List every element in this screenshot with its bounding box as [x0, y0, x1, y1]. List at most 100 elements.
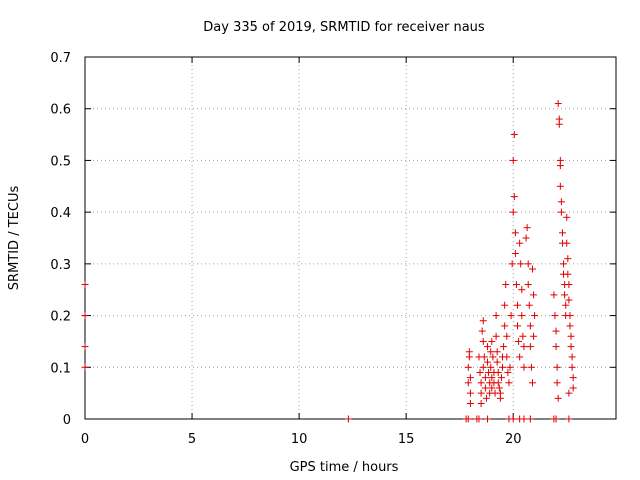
data-point [494, 379, 502, 387]
data-point [564, 255, 572, 263]
data-point [527, 363, 535, 371]
data-point [522, 234, 530, 242]
data-point [560, 260, 568, 268]
data-point [481, 384, 489, 392]
data-point [552, 343, 560, 351]
data-point [477, 379, 485, 387]
data-point [81, 281, 89, 289]
data-point [528, 379, 536, 387]
y-tick-label: 0.2 [50, 310, 71, 325]
data-point [554, 394, 562, 402]
data-point [516, 239, 524, 247]
data-point [552, 415, 560, 423]
data-point [464, 415, 472, 423]
data-point [530, 291, 538, 299]
data-point [554, 100, 562, 108]
data-point [565, 281, 573, 289]
data-point [510, 131, 518, 139]
data-point [508, 260, 516, 268]
y-tick-label: 0 [63, 413, 71, 428]
data-point [525, 301, 533, 309]
data-point [465, 353, 473, 361]
data-point [475, 415, 483, 423]
data-point [561, 291, 569, 299]
data-point [530, 332, 538, 340]
data-point [569, 374, 577, 382]
data-point [565, 415, 573, 423]
data-point [511, 250, 519, 258]
data-point [81, 312, 89, 320]
data-point [81, 343, 89, 351]
data-point [506, 363, 514, 371]
x-tick-label: 5 [188, 432, 196, 447]
data-point [563, 213, 571, 221]
data-point [478, 327, 486, 335]
y-tick-label: 0.4 [50, 206, 71, 221]
data-point [479, 337, 487, 345]
data-point [488, 384, 496, 392]
data-point [569, 384, 577, 392]
data-point [509, 415, 517, 423]
data-point [495, 384, 503, 392]
data-point [557, 198, 565, 206]
x-tick-label: 10 [291, 432, 308, 447]
data-point [507, 312, 515, 320]
data-point [464, 379, 472, 387]
chart-title: Day 335 of 2019, SRMTID for receiver nau… [203, 20, 485, 35]
data-point [503, 353, 511, 361]
data-point [480, 353, 488, 361]
data-point [510, 193, 518, 201]
grid [85, 57, 616, 419]
data-point [481, 374, 489, 382]
data-point [550, 291, 558, 299]
data-point [553, 379, 561, 387]
x-tick-label: 20 [505, 432, 522, 447]
data-point [531, 312, 539, 320]
data-point [528, 265, 536, 273]
data-point [466, 374, 474, 382]
data-point [509, 208, 517, 216]
data-points [81, 100, 577, 423]
data-point [493, 358, 501, 366]
data-point [493, 348, 501, 356]
data-point [484, 358, 492, 366]
data-point [479, 363, 487, 371]
data-point [487, 363, 495, 371]
data-point [557, 208, 565, 216]
data-point [515, 337, 523, 345]
data-point [488, 337, 496, 345]
data-point [523, 224, 531, 232]
data-point [524, 281, 532, 289]
y-tick-label: 0.1 [50, 361, 71, 376]
data-point [496, 394, 504, 402]
data-point [526, 343, 534, 351]
data-point [551, 312, 559, 320]
data-point [489, 353, 497, 361]
data-point [524, 260, 532, 268]
data-point [526, 322, 534, 330]
data-point [565, 389, 573, 397]
data-point [566, 322, 574, 330]
data-point [484, 343, 492, 351]
data-point [492, 332, 500, 340]
data-point [466, 399, 474, 407]
data-point [492, 312, 500, 320]
y-axis-label: SRMTID / TECUs [7, 186, 22, 291]
data-point [494, 368, 502, 376]
x-axis-label: GPS time / hours [290, 460, 399, 475]
data-point [514, 301, 522, 309]
data-point [556, 162, 564, 170]
data-point [484, 415, 492, 423]
y-tick-label: 0.7 [50, 51, 71, 66]
data-point [519, 332, 527, 340]
data-point [487, 348, 495, 356]
data-point [516, 353, 524, 361]
data-point [499, 363, 507, 371]
y-tick-label: 0.6 [50, 103, 71, 118]
y-tick-label: 0.3 [50, 258, 71, 273]
data-point [568, 363, 576, 371]
data-point [477, 399, 485, 407]
data-point [556, 182, 564, 190]
data-point [344, 415, 352, 423]
